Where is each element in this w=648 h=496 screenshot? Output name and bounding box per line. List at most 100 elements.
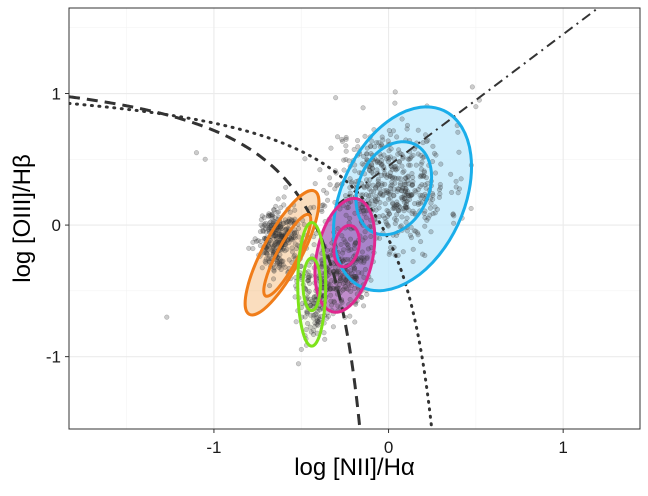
scatter-point <box>258 217 264 223</box>
scatter-point <box>399 116 405 122</box>
scatter-point <box>273 230 279 236</box>
scatter-point <box>408 191 414 198</box>
scatter-point <box>327 175 333 181</box>
scatter-point <box>347 313 353 319</box>
scatter-point <box>268 213 274 219</box>
scatter-point <box>418 195 424 201</box>
scatter-point <box>261 221 267 227</box>
scatter-point <box>346 158 352 164</box>
x-tick-label: 0 <box>384 438 393 457</box>
scatter-point <box>422 182 428 188</box>
scatter-point <box>456 149 462 155</box>
scatter-point <box>365 197 371 203</box>
scatter-point <box>352 273 358 279</box>
scatter-point <box>266 222 272 228</box>
scatter-point <box>267 283 273 289</box>
scatter-point <box>397 150 403 156</box>
scatter-point <box>263 229 269 235</box>
scatter-point <box>351 273 357 279</box>
scatter-point <box>427 205 433 211</box>
scatter-point <box>394 134 400 140</box>
scatter-point <box>302 156 308 162</box>
scatter-point <box>405 174 411 180</box>
scatter-point <box>396 159 403 165</box>
scatter-point <box>409 192 415 198</box>
scatter-point <box>379 172 385 179</box>
scatter-point <box>262 226 268 232</box>
scatter-point <box>407 162 413 168</box>
scatter-point <box>421 210 427 217</box>
scatter-point <box>246 245 252 251</box>
scatter-point <box>359 161 365 167</box>
scatter-point <box>345 204 351 211</box>
scatter-point <box>340 258 346 264</box>
scatter-point <box>376 186 383 192</box>
scatter-point <box>405 189 411 195</box>
scatter-point <box>352 275 358 281</box>
scatter-point <box>384 174 390 180</box>
scatter-point <box>296 225 302 232</box>
demarcation-curve-dashdot <box>335 8 600 207</box>
scatter-point <box>272 215 278 221</box>
scatter-point <box>394 211 400 218</box>
scatter-point <box>403 175 409 181</box>
scatter-point <box>376 205 382 211</box>
scatter-point <box>392 89 398 95</box>
scatter-point <box>430 143 436 149</box>
scatter-point <box>307 324 313 330</box>
scatter-point <box>381 188 387 194</box>
scatter-point <box>352 239 359 245</box>
scatter-point <box>322 203 328 209</box>
scatter-point <box>359 249 366 255</box>
scatter-point <box>378 142 385 148</box>
scatter-point <box>400 185 406 191</box>
scatter-point <box>368 143 374 149</box>
scatter-point <box>287 209 293 215</box>
scatter-point <box>402 203 408 209</box>
scatter-point <box>327 286 333 292</box>
scatter-point <box>391 204 397 210</box>
scatter-point <box>380 137 386 143</box>
scatter-point <box>372 196 378 202</box>
scatter-point <box>272 241 278 247</box>
scatter-point <box>398 223 404 229</box>
scatter-point <box>394 201 400 208</box>
scatter-point <box>343 278 349 284</box>
scatter-point <box>406 181 412 187</box>
scatter-point <box>438 161 444 167</box>
scatter-point <box>351 245 357 252</box>
scatter-point <box>274 227 280 233</box>
scatter-point <box>389 182 395 188</box>
scatter-point <box>421 168 427 174</box>
scatter-point <box>404 126 410 132</box>
scatter-point <box>331 285 337 291</box>
scatter-point <box>277 257 283 263</box>
scatter-point <box>286 240 292 246</box>
scatter-point <box>280 262 286 268</box>
scatter-point <box>372 185 379 191</box>
scatter-point <box>292 207 298 213</box>
scatter-point <box>277 233 283 239</box>
scatter-point <box>405 178 411 184</box>
scatter-point <box>347 296 353 303</box>
scatter-point <box>374 183 380 189</box>
scatter-point <box>304 310 310 316</box>
scatter-point <box>347 215 353 221</box>
scatter-point <box>384 156 390 162</box>
scatter-point <box>274 261 280 267</box>
scatter-point <box>392 220 398 227</box>
scatter-point <box>384 207 390 214</box>
scatter-point <box>428 200 434 206</box>
scatter-point <box>453 184 459 190</box>
scatter-point <box>263 220 269 226</box>
scatter-point <box>271 233 277 239</box>
scatter-point <box>374 140 380 146</box>
scatter-point <box>295 361 302 367</box>
scatter-point <box>366 181 372 187</box>
scatter-point <box>384 190 390 196</box>
scatter-point <box>259 213 265 219</box>
scatter-point <box>276 233 282 240</box>
scatter-point <box>267 253 273 259</box>
scatter-point <box>286 216 292 222</box>
scatter-point <box>415 201 421 207</box>
